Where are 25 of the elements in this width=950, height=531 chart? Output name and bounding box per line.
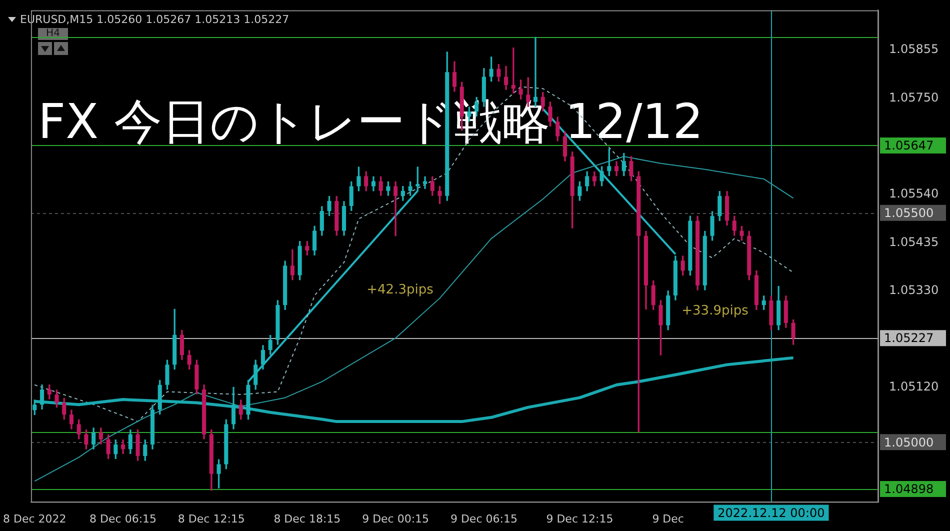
x-tick-label: 9 Dec 12:15 xyxy=(546,512,614,526)
y-tick-label: 1.05855 xyxy=(889,42,939,56)
x-tick-label: 9 Dec 06:15 xyxy=(450,512,518,526)
x-tick-label: 8 Dec 06:15 xyxy=(90,512,157,526)
annotation: H4 xyxy=(38,28,68,40)
x-tick-label: 2022.12.12 00:00 xyxy=(718,506,825,520)
x-tick-label: 9 Dec 00:15 xyxy=(362,512,430,526)
y-tick-label: 1.05750 xyxy=(889,90,939,104)
x-tick-label: 8 Dec 12:15 xyxy=(178,512,245,526)
ref-line-label: 1.04898 xyxy=(884,482,934,496)
annotation: +33.9pips xyxy=(682,303,749,318)
x-tick-label: 8 Dec 18:15 xyxy=(274,512,341,526)
ref-line-label: 1.05227 xyxy=(884,331,934,346)
y-tick-label: 1.05435 xyxy=(889,234,939,249)
candlestick xyxy=(394,181,398,236)
x-tick-label: 8 Dec 2022 xyxy=(3,512,66,526)
x-tick-label: 9 Dec xyxy=(652,512,684,526)
annotation: +42.3pips xyxy=(366,282,434,298)
ref-line-label: 1.05000 xyxy=(884,435,934,450)
y-tick-label: 1.05120 xyxy=(889,379,939,394)
ref-line-label: 1.05647 xyxy=(884,138,934,153)
y-tick-label: 1.05540 xyxy=(889,186,939,201)
ref-line-label: 1.05500 xyxy=(884,206,934,220)
y-tick-label: 1.05330 xyxy=(889,282,939,297)
line-series xyxy=(34,86,794,422)
